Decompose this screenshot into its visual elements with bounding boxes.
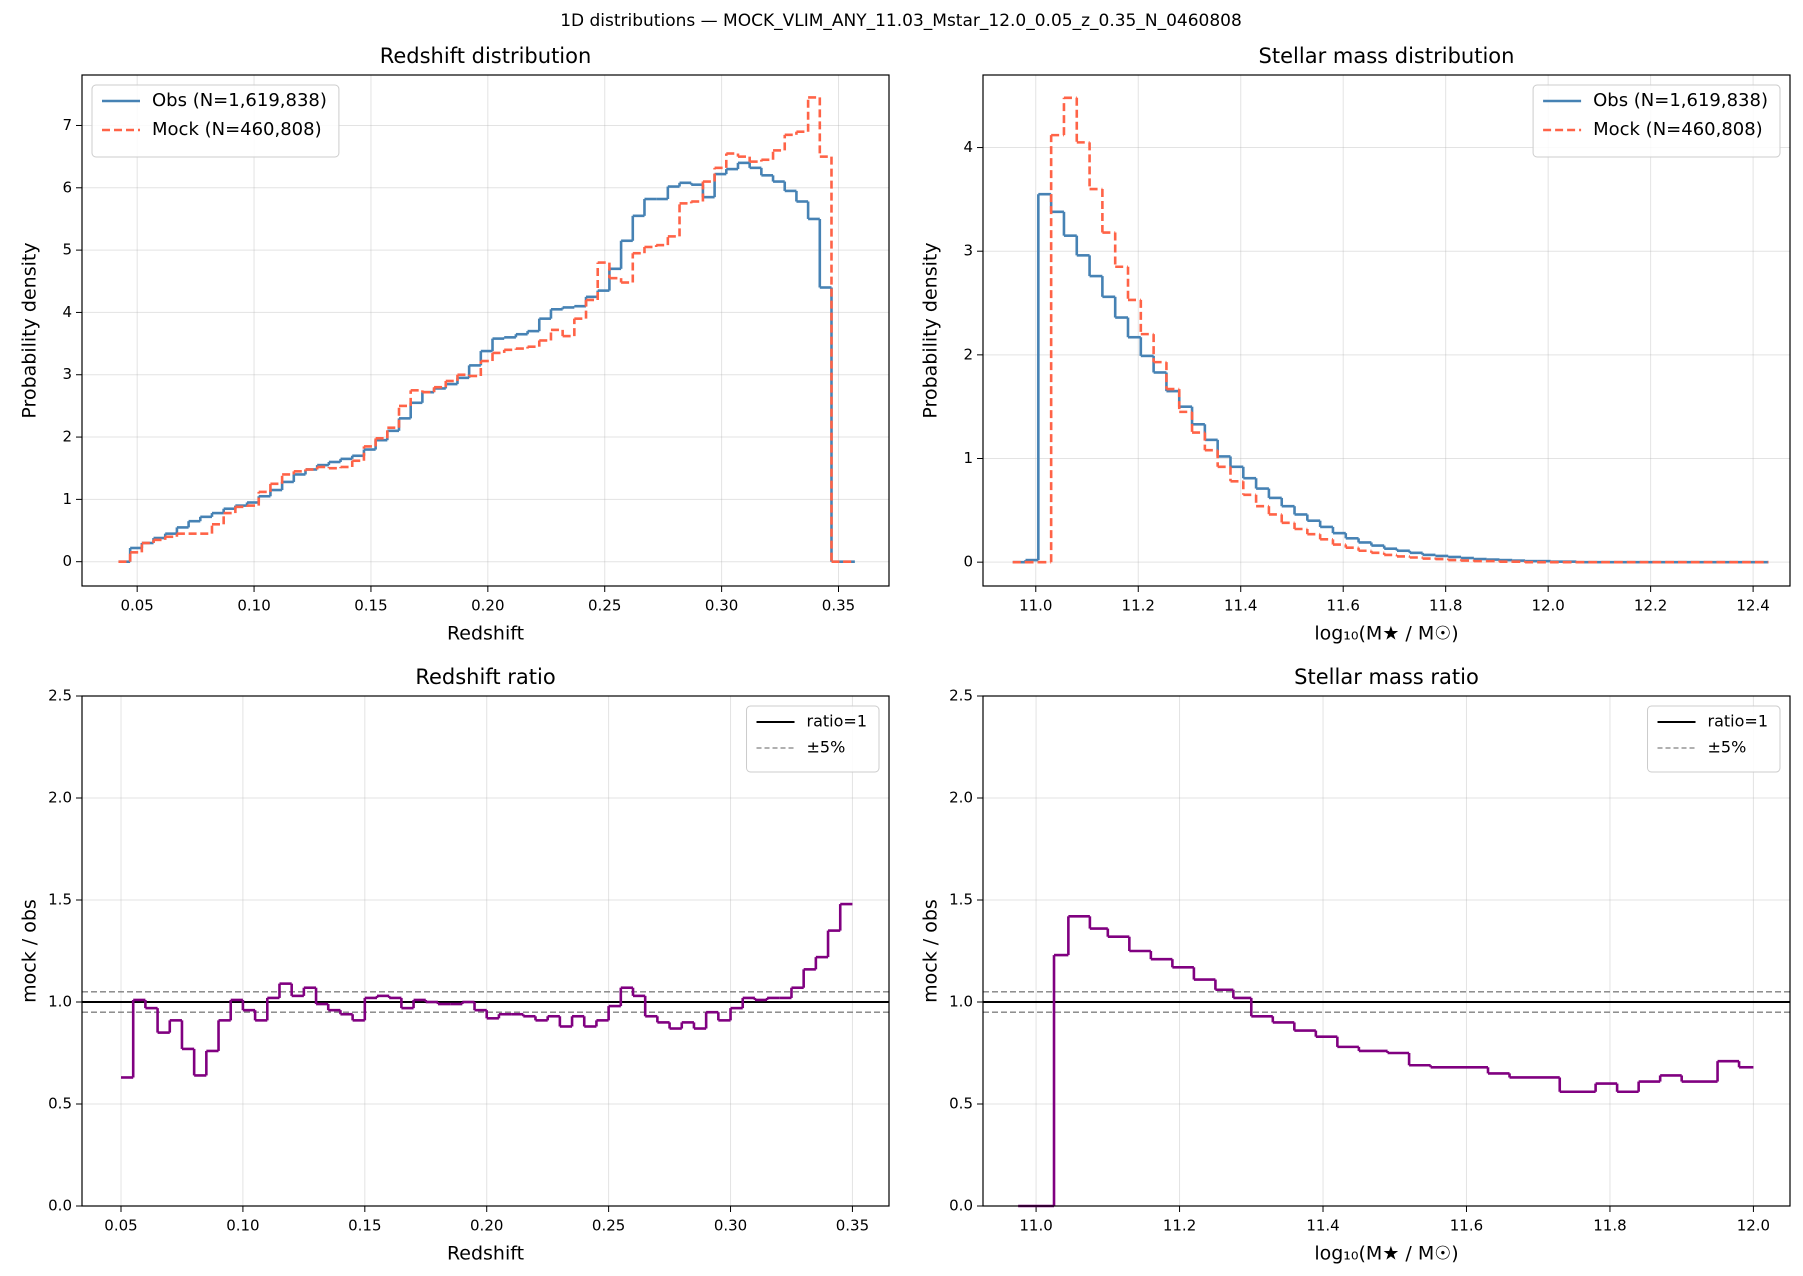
y-tick-label: 2.0 xyxy=(48,789,72,807)
x-axis-label: log₁₀(M★ / M☉) xyxy=(1314,1243,1458,1265)
x-tick-label: 0.05 xyxy=(104,1217,137,1235)
y-tick-label: 6 xyxy=(62,178,72,196)
x-tick-label: 11.0 xyxy=(1019,1217,1052,1235)
y-tick-label: 1.5 xyxy=(949,891,973,909)
x-tick-label: 0.10 xyxy=(226,1217,259,1235)
x-tick-label: 11.6 xyxy=(1450,1217,1483,1235)
legend: Obs (N=1,619,838) Mock (N=460,808) xyxy=(1532,84,1781,158)
series xyxy=(1012,96,1769,564)
y-tick-label: 4 xyxy=(963,138,973,156)
y-tick-label: 3 xyxy=(62,365,72,383)
series xyxy=(118,96,855,563)
series xyxy=(1018,915,1754,1208)
x-tick-label: 12.4 xyxy=(1736,597,1769,615)
x-tick-label: 0.15 xyxy=(348,1217,381,1235)
panel: Stellar mass distribution log₁₀(M★ / M☉) P… xyxy=(920,44,1791,645)
y-tick-label: 1 xyxy=(62,490,72,508)
x-tick-label: 11.8 xyxy=(1593,1217,1626,1235)
x-tick-label: 11.0 xyxy=(1019,597,1052,615)
y-tick-label: 1.0 xyxy=(949,993,973,1011)
legend-label: ratio=1 xyxy=(807,712,867,731)
x-axis-label: Redshift xyxy=(447,1243,524,1265)
axes-frame xyxy=(982,74,1791,587)
panel-title: Redshift distribution xyxy=(380,44,592,68)
y-tick-label: 4 xyxy=(62,303,72,321)
y-tick-label: 2 xyxy=(963,345,973,363)
x-tick-label: 0.20 xyxy=(470,1217,503,1235)
x-tick-label: 11.6 xyxy=(1327,597,1360,615)
figure-title: 1D distributions — MOCK_VLIM_ANY_11.03_M… xyxy=(560,11,1242,31)
x-tick-label: 11.4 xyxy=(1224,597,1257,615)
x-tick-label: 0.35 xyxy=(822,597,855,615)
panel: Redshift distribution Redshift Probability… xyxy=(19,44,890,645)
y-tick-label: 0 xyxy=(62,552,72,570)
x-tick-label: 0.20 xyxy=(471,597,504,615)
y-tick-label: 3 xyxy=(963,242,973,260)
panel-title: Redshift ratio xyxy=(415,665,555,689)
y-tick-label: 1.0 xyxy=(48,993,72,1011)
x-tick-label: 0.10 xyxy=(237,597,270,615)
x-tick-label: 0.05 xyxy=(120,597,153,615)
series xyxy=(118,161,855,563)
y-tick-label: 2 xyxy=(62,428,72,446)
y-axis-label: Probability density xyxy=(19,242,41,418)
x-tick-label: 0.30 xyxy=(714,1217,747,1235)
legend-label: Obs (N=1,619,838) xyxy=(1593,90,1768,111)
y-tick-label: 0.0 xyxy=(48,1197,72,1215)
x-tick-label: 0.25 xyxy=(592,1217,625,1235)
x-tick-label: 0.30 xyxy=(705,597,738,615)
axes-frame xyxy=(81,74,890,587)
x-axis-label: log₁₀(M★ / M☉) xyxy=(1314,623,1458,645)
x-tick-label: 12.2 xyxy=(1634,597,1667,615)
y-tick-label: 0.5 xyxy=(949,1095,973,1113)
x-tick-label: 0.25 xyxy=(588,597,621,615)
legend: Obs (N=1,619,838) Mock (N=460,808) xyxy=(91,84,340,158)
legend-label: ratio=1 xyxy=(1708,712,1768,731)
panel-title: Stellar mass distribution xyxy=(1259,44,1515,68)
x-tick-label: 11.8 xyxy=(1429,597,1462,615)
x-tick-label: 0.35 xyxy=(836,1217,869,1235)
axes-frame xyxy=(982,695,1791,1207)
legend-box xyxy=(1532,84,1781,158)
legend-box xyxy=(91,84,340,158)
x-tick-label: 12.0 xyxy=(1737,1217,1770,1235)
y-tick-label: 1 xyxy=(963,449,973,467)
y-axis-label: mock / obs xyxy=(19,899,41,1003)
y-tick-label: 1.5 xyxy=(48,891,72,909)
legend: ratio=1 ±5% xyxy=(1647,705,1781,773)
y-tick-label: 5 xyxy=(62,241,72,259)
panel: Stellar mass ratio log₁₀(M★ / M☉) mock / o… xyxy=(920,665,1791,1265)
y-tick-label: 0.5 xyxy=(48,1095,72,1113)
y-tick-label: 2.0 xyxy=(949,789,973,807)
legend-label: Mock (N=460,808) xyxy=(152,119,322,140)
y-axis-label: mock / obs xyxy=(920,899,942,1003)
x-tick-label: 11.2 xyxy=(1122,597,1155,615)
y-tick-label: 2.5 xyxy=(949,687,973,705)
x-tick-label: 11.2 xyxy=(1163,1217,1196,1235)
legend-label: Obs (N=1,619,838) xyxy=(152,90,327,111)
x-tick-label: 0.15 xyxy=(354,597,387,615)
y-tick-label: 2.5 xyxy=(48,687,72,705)
y-axis-label: Probability density xyxy=(920,242,942,418)
y-tick-label: 0.0 xyxy=(949,1197,973,1215)
panel-title: Stellar mass ratio xyxy=(1294,665,1479,689)
x-tick-label: 11.4 xyxy=(1306,1217,1339,1235)
panel: Redshift ratio Redshift mock / obs 0.05 0.10… xyxy=(19,665,890,1265)
axes-frame xyxy=(81,695,890,1207)
y-tick-label: 0 xyxy=(963,553,973,571)
y-tick-label: 7 xyxy=(62,116,72,134)
legend: ratio=1 ±5% xyxy=(746,705,880,773)
legend-label: Mock (N=460,808) xyxy=(1593,119,1763,140)
x-axis-label: Redshift xyxy=(447,623,524,645)
legend-label: ±5% xyxy=(1708,738,1747,757)
legend-label: ±5% xyxy=(807,738,846,757)
x-tick-label: 12.0 xyxy=(1531,597,1564,615)
series xyxy=(121,902,853,1079)
